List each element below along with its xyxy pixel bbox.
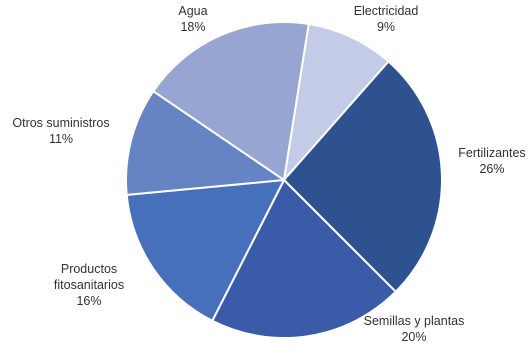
slice-percent-label: 26% [479, 162, 504, 176]
pie-slice-fertilizantes [283, 60, 443, 293]
pie-slice-productos-fitosanitarios [125, 179, 285, 322]
pie-slice-otros-suministros [125, 90, 285, 196]
slice-percent-label: 20% [401, 330, 426, 344]
slice-label-electricidad: Electricidad 9% [354, 4, 419, 34]
pie-slice-semillas-y-plantas [211, 179, 397, 339]
slice-label-productos-fitosanitarios: Productos fitosanitarios 16% [54, 262, 124, 308]
slice-label-agua: Agua 18% [178, 4, 207, 34]
slice-category-label: Semillas y plantas [364, 314, 465, 328]
pie-labels: Electricidad 9% Fertilizantes 26% Semillas y… [12, 4, 525, 344]
slice-category-label: Agua [178, 4, 207, 18]
slice-category-label: Productos [61, 262, 117, 276]
slice-category-label: Electricidad [354, 4, 419, 18]
slice-label-otros-suministros: Otros suministros 11% [12, 116, 109, 146]
slice-percent-label: 18% [180, 20, 205, 34]
slice-category-label: Otros suministros [12, 116, 109, 130]
slice-percent-label: 9% [377, 20, 395, 34]
slice-percent-label: 16% [76, 294, 101, 308]
pie-slices [125, 21, 443, 339]
slice-category-label: fitosanitarios [54, 278, 124, 292]
pie-slice-agua [152, 21, 310, 181]
slice-label-semillas-y-plantas: Semillas y plantas 20% [364, 314, 465, 344]
slice-label-fertilizantes: Fertilizantes 26% [458, 146, 525, 176]
slice-category-label: Fertilizantes [458, 146, 525, 160]
slice-percent-label: 11% [49, 132, 73, 146]
pie-slice-electricidad [283, 22, 390, 181]
